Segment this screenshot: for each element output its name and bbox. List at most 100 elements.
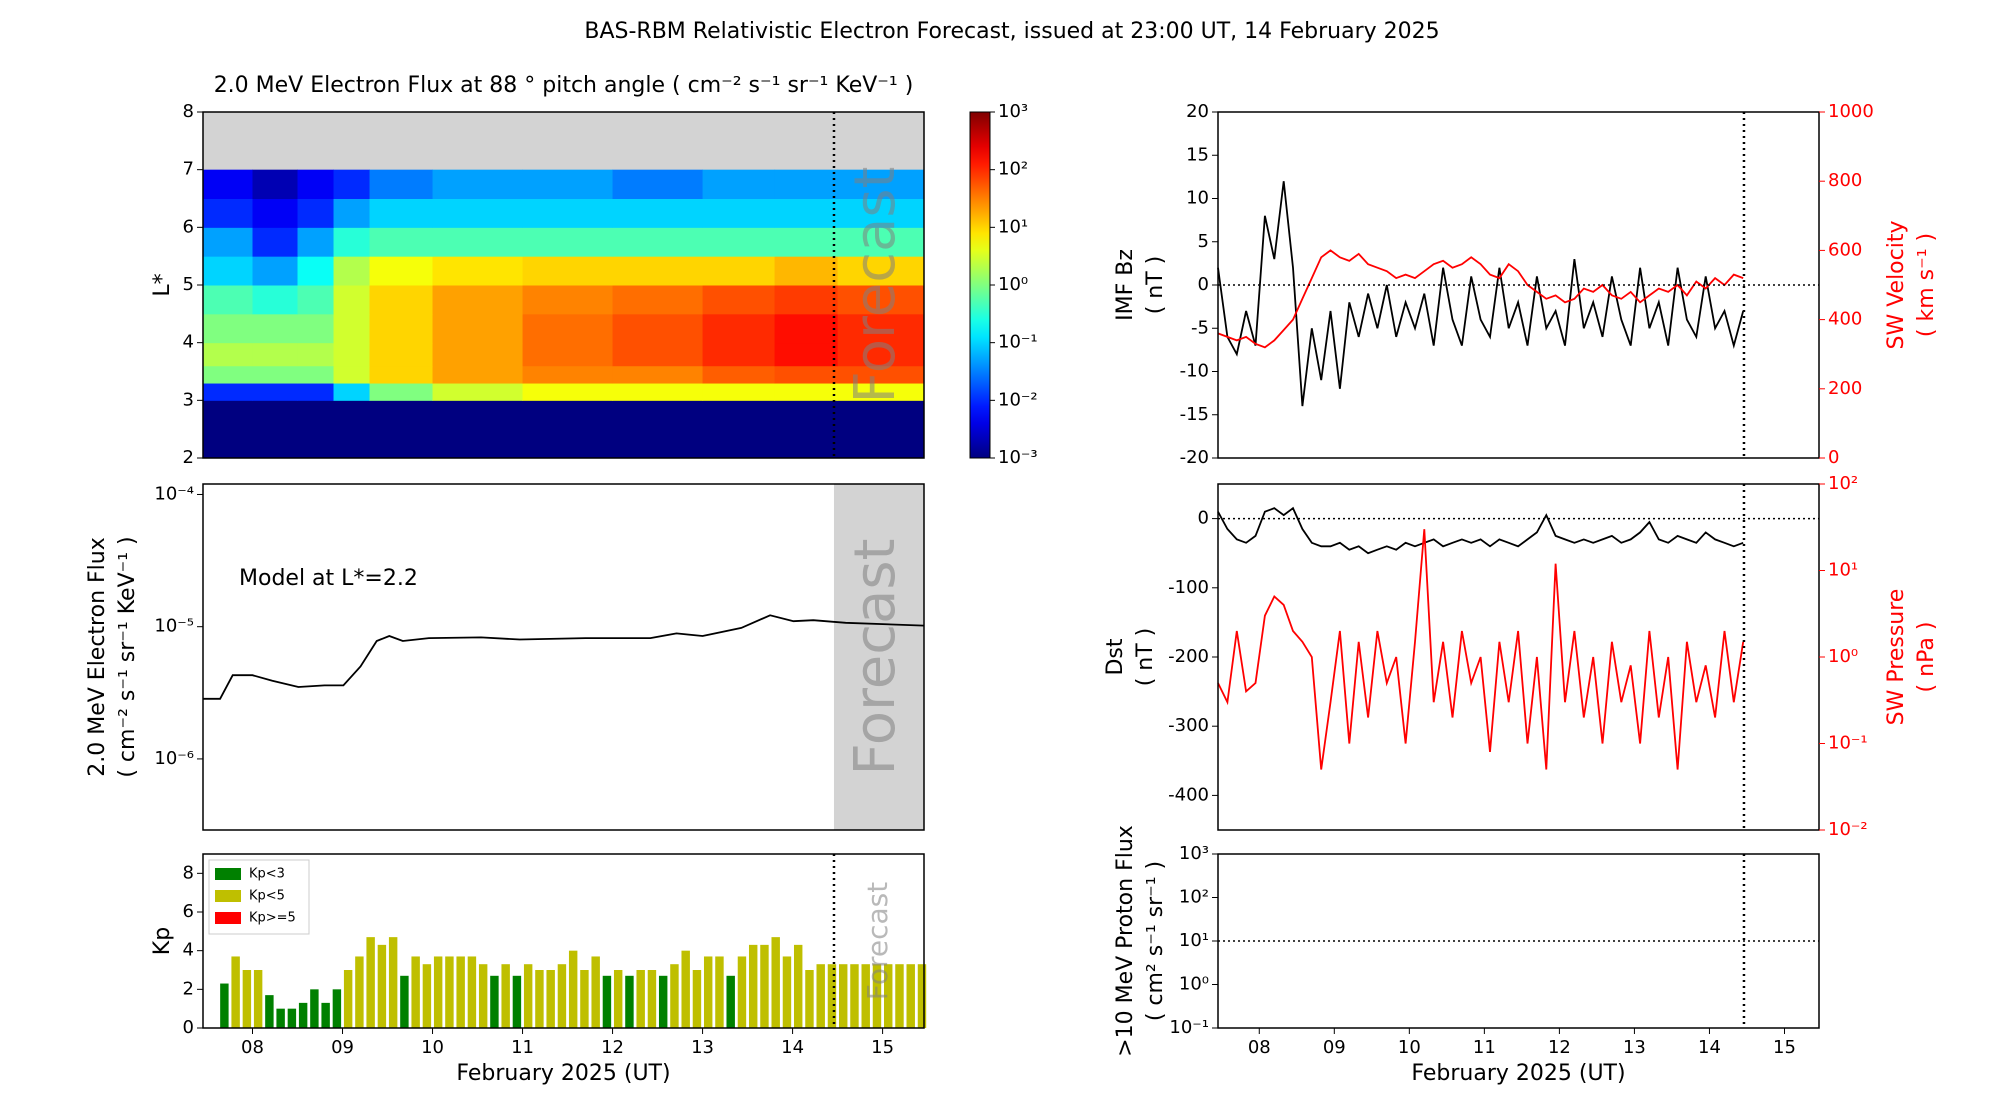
bar [613, 970, 623, 1028]
heat-cell [774, 169, 839, 199]
y-tick-label: 10⁻⁴ [154, 483, 194, 504]
heat-cell [612, 285, 704, 315]
heat-cell [203, 227, 254, 257]
heat-cell [612, 256, 704, 286]
bar [546, 970, 555, 1028]
heat-cell [522, 169, 614, 199]
heat-cell [702, 169, 776, 199]
heat-cell [837, 365, 925, 384]
series-line [1217, 249, 1744, 349]
heat-cell [432, 169, 524, 199]
heat-cell [432, 256, 524, 286]
y-axis-label: Kp [150, 927, 175, 955]
y-tick-label: 0 [1198, 274, 1209, 295]
bar [332, 989, 342, 1028]
heat-cell [252, 400, 299, 459]
heat-cell [297, 365, 335, 384]
heat-cell [252, 383, 299, 401]
heat-cell [612, 365, 704, 384]
bar [265, 995, 274, 1028]
bar [884, 964, 893, 1028]
x-tick-label: 14 [1698, 1037, 1721, 1058]
heat-cell [297, 198, 335, 228]
heat-cell [432, 383, 524, 401]
y-tick-label: 4 [183, 940, 194, 961]
bar [838, 964, 848, 1028]
y-tick-label: -15 [1180, 404, 1209, 425]
colorbar-tick-label: 10⁻¹ [998, 332, 1038, 353]
bar [501, 964, 510, 1028]
heat-cell [297, 313, 335, 344]
x-tick-label: 10 [1398, 1037, 1421, 1058]
heat-cell [837, 400, 925, 459]
heat-cell [774, 400, 839, 459]
y2-tick-label: 10⁻² [1828, 819, 1868, 840]
heat-cell [522, 256, 614, 286]
heat-cell [297, 285, 335, 315]
heat-cell [432, 342, 524, 367]
heat-cell [432, 313, 524, 344]
x-axis-label: February 2025 (UT) [1411, 1061, 1625, 1086]
colorbar [969, 111, 991, 459]
bar [321, 1002, 330, 1028]
heat-cell [333, 400, 371, 459]
y-axis-label: L* [150, 273, 175, 296]
y-tick-label: 10³ [1179, 843, 1209, 864]
y2-axis-label: ( nPa ) [1914, 622, 1939, 693]
y-tick-label: 10 [1186, 188, 1209, 209]
y-tick-label: 0 [183, 1017, 194, 1038]
y-tick-label: 10² [1179, 887, 1209, 908]
y-tick-label: 8 [183, 862, 194, 883]
heat-cell [203, 365, 254, 384]
heat-cell [203, 400, 254, 459]
bar [906, 964, 915, 1028]
bar [298, 1002, 308, 1028]
heat-cell [333, 227, 371, 257]
y2-tick-label: 0 [1828, 447, 1839, 468]
bar [647, 970, 657, 1028]
heat-cell [297, 383, 335, 401]
legend-swatch [215, 912, 241, 924]
bar [400, 975, 409, 1028]
heat-cell [702, 400, 776, 459]
heat-cell [612, 400, 704, 459]
y2-tick-label: 200 [1828, 378, 1862, 399]
y-tick-label: -10 [1180, 361, 1209, 382]
heat-cell [252, 227, 299, 257]
heat-cell [522, 342, 614, 367]
x-tick-label: 15 [1773, 1037, 1796, 1058]
legend-label: Kp<5 [249, 889, 285, 904]
bar [433, 956, 443, 1028]
heat-cell [774, 365, 839, 384]
heat-cell [203, 169, 254, 199]
heat-cell [837, 256, 925, 286]
bar [805, 970, 814, 1028]
bar [850, 964, 859, 1028]
y2-tick-label: 10¹ [1828, 560, 1858, 581]
y-tick-label: 8 [183, 101, 194, 122]
heat-cell [369, 400, 434, 459]
heat-cell [203, 285, 254, 315]
bar [737, 956, 747, 1028]
y-tick-label: 6 [183, 901, 194, 922]
x-tick-label: 15 [871, 1037, 894, 1058]
bar [490, 975, 499, 1028]
colorbar-tick-label: 10⁻² [998, 389, 1038, 410]
bar [715, 956, 724, 1028]
y-tick-label: -200 [1168, 646, 1209, 667]
bar [591, 956, 600, 1028]
bar [366, 937, 375, 1028]
y-axis-label: IMF Bz [1113, 249, 1138, 321]
heat-cell [774, 227, 839, 257]
heat-cell [774, 313, 839, 344]
bar [231, 956, 240, 1028]
heat-cell [297, 256, 335, 286]
bar [388, 937, 398, 1028]
y-tick-label: -100 [1168, 577, 1209, 598]
colorbar-tick-label: 10⁰ [998, 274, 1028, 295]
y2-axis-label: SW Pressure [1884, 589, 1909, 726]
heat-cell [612, 169, 704, 199]
bar [422, 964, 432, 1028]
